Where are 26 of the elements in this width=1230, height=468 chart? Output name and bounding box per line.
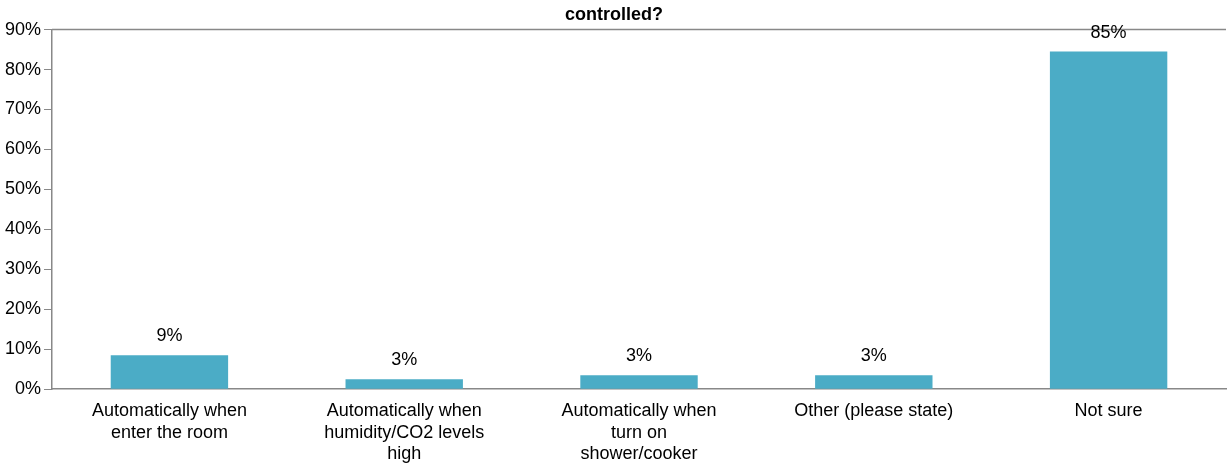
- x-tick-label: Automatically when humidity/CO2 levels high: [324, 399, 485, 464]
- bar: [1049, 51, 1168, 389]
- chart-title: controlled?: [565, 3, 663, 24]
- x-tick-label: Automatically when enter the room: [91, 399, 247, 442]
- bar: [110, 355, 229, 389]
- y-tick-label: 40%: [5, 218, 42, 239]
- y-tick-label: 60%: [5, 138, 42, 159]
- x-tick-label: Not sure: [1074, 399, 1143, 420]
- y-tick-label: 0%: [15, 378, 42, 399]
- data-label: 3%: [391, 349, 418, 370]
- y-tick-label: 90%: [5, 18, 42, 39]
- data-label: 3%: [860, 345, 887, 366]
- bar: [580, 375, 698, 389]
- data-label: 3%: [626, 345, 653, 366]
- y-tick-label: 30%: [5, 258, 42, 279]
- bar: [345, 379, 463, 389]
- y-tick-label: 70%: [5, 98, 42, 119]
- x-tick-label: Automatically when turn on shower/cooker: [561, 399, 717, 464]
- data-label: 85%: [1090, 21, 1127, 42]
- y-tick-label: 50%: [5, 178, 42, 199]
- data-label: 9%: [156, 325, 183, 346]
- x-tick-label: Other (please state): [794, 399, 954, 420]
- bar: [815, 375, 933, 389]
- y-tick-label: 10%: [5, 338, 42, 359]
- y-tick-label: 20%: [5, 298, 42, 319]
- y-tick-label: 80%: [5, 58, 42, 79]
